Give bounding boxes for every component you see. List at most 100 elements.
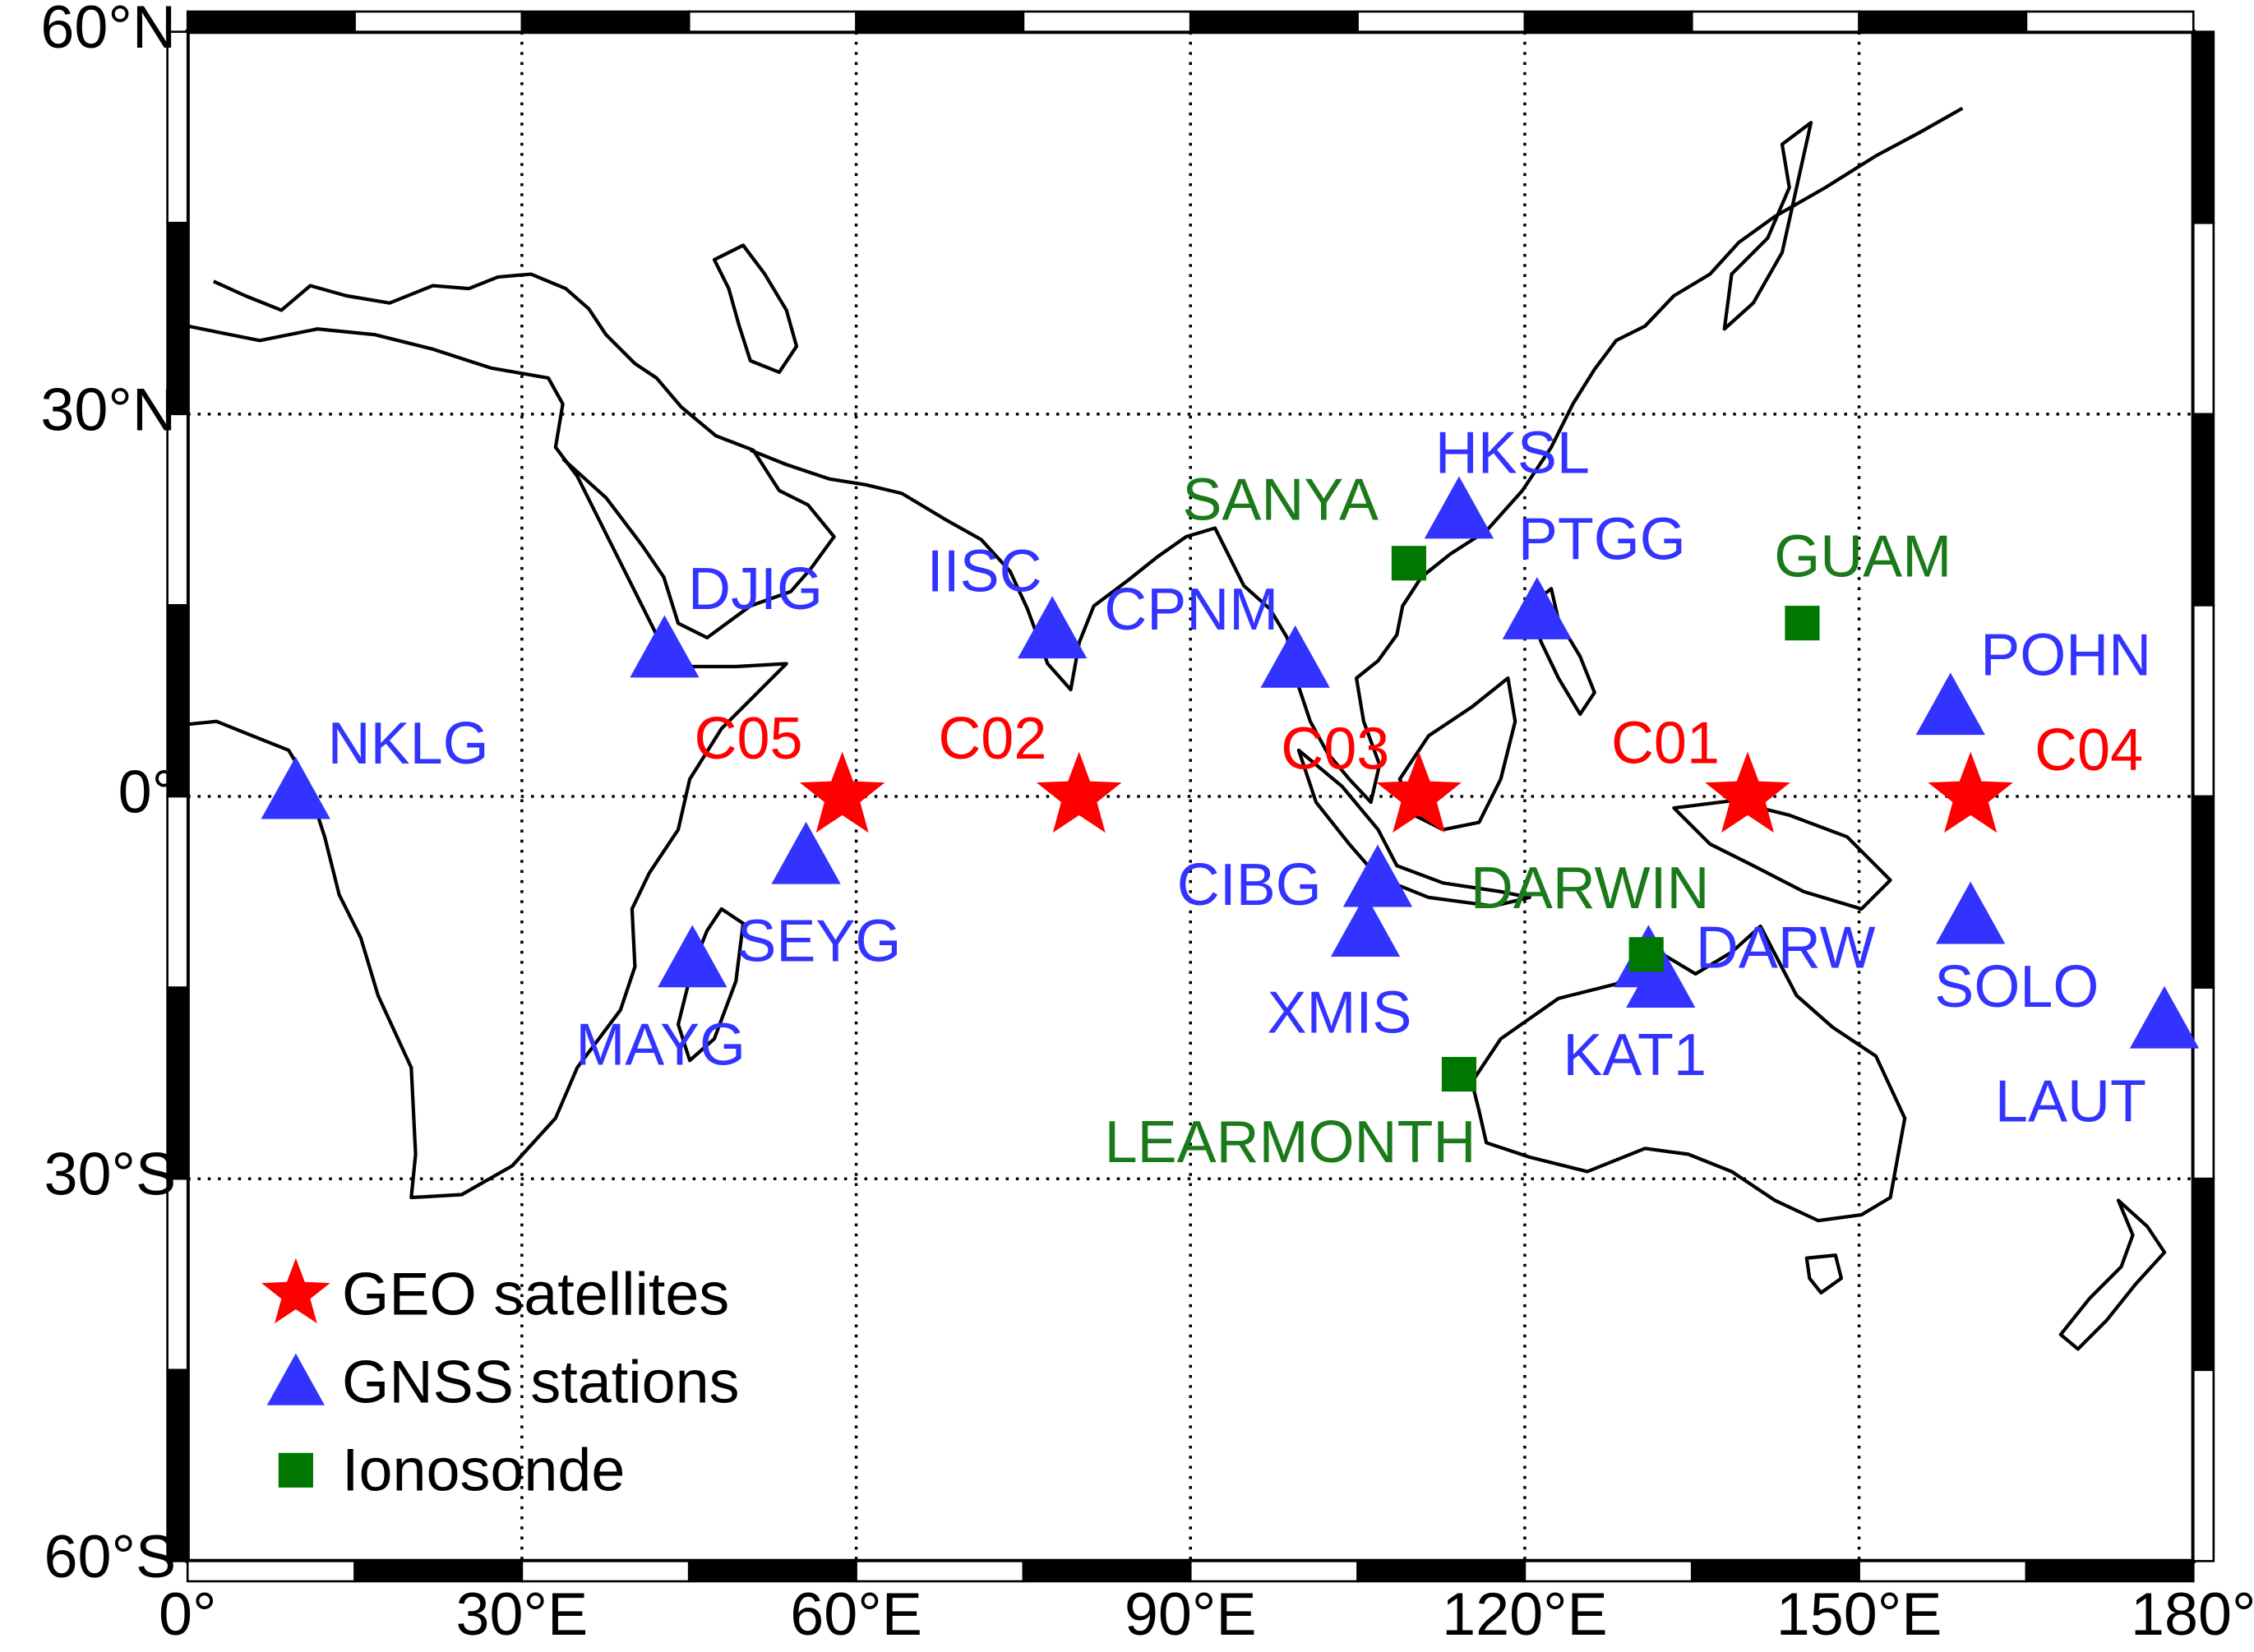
y-tick-label: 30°N (40, 375, 176, 443)
station-label: C04 (2035, 718, 2143, 783)
frame-bar (687, 1560, 857, 1583)
station-label: IISC (927, 539, 1042, 605)
frame-bar (1189, 1560, 1359, 1583)
coastline-philippines (1527, 587, 1596, 717)
frame-bar (1189, 10, 1359, 33)
frame-bar (166, 986, 189, 1180)
tick-labels: 0° 30°E 60°E 90°E 120°E 150°E 180° 60°S 30°S 0° 30… (40, 0, 2254, 1648)
square-marker (1441, 1056, 1477, 1092)
triangle-marker (1260, 625, 1330, 688)
frame-bar (166, 30, 189, 224)
star-marker (1705, 751, 1790, 833)
station-label: C05 (694, 706, 802, 772)
triangle-marker (658, 925, 727, 988)
triangle-marker (261, 756, 330, 819)
frame-bar (2192, 986, 2215, 1180)
triangle-marker (1915, 672, 1985, 736)
frame-bar (1356, 1560, 1527, 1583)
frame-bar (1858, 10, 2028, 33)
frame-bar (855, 10, 1025, 33)
frame-bar (186, 10, 356, 33)
markers: C05 C02 C03 C01 C04 NKLG DJIG IISC CPNM HKSL PTGG P… (261, 421, 2200, 1175)
frame-bar (1022, 10, 1192, 33)
coastline-madagascar (676, 907, 746, 1063)
triangle-marker (1936, 881, 2006, 944)
frame-bar (855, 1560, 1025, 1583)
coastline-arabia (212, 272, 836, 640)
coastline-caspian (712, 243, 799, 375)
station-label: PTGG (1518, 507, 1686, 573)
frame-bar (1690, 10, 1860, 33)
frame-bar (687, 10, 857, 33)
triangle-marker (1342, 844, 1413, 907)
frame-bar (1523, 10, 1693, 33)
station-label: MAYG (575, 1012, 746, 1077)
x-tick-label: 120°E (1442, 1580, 1608, 1648)
station-label: LAUT (1995, 1069, 2146, 1135)
station-label: SEYG (737, 909, 901, 975)
x-tick-label: 0° (159, 1580, 216, 1648)
frame-bar (2025, 1560, 2195, 1583)
station-label: SOLO (1934, 954, 2099, 1020)
triangle-marker (1424, 476, 1494, 539)
frame-bar (2192, 604, 2215, 798)
legend-marker (261, 1257, 330, 1324)
frame-bar (186, 1560, 356, 1583)
star-marker (1376, 751, 1462, 833)
star-marker (1036, 751, 1122, 833)
frame-bar (166, 1177, 189, 1372)
triangle-marker (1330, 894, 1401, 957)
station-label: HKSL (1435, 421, 1590, 487)
frame-bar (2192, 795, 2215, 989)
triangle-marker (1018, 596, 1088, 659)
frame-bar (166, 1368, 189, 1562)
station-label: C01 (1611, 710, 1720, 776)
square-marker (1628, 937, 1664, 972)
station-label: CPNM (1104, 577, 1278, 643)
triangle-marker (630, 615, 700, 678)
legend: GEO satellites GNSS stations Ionosonde (261, 1257, 740, 1504)
station-label: DJIG (688, 556, 823, 622)
coastline-tasmania (1804, 1253, 1844, 1294)
triangle-marker (771, 821, 841, 884)
triangle-marker (1502, 577, 1572, 639)
x-tick-label: 60°E (790, 1580, 922, 1648)
x-tick-label: 180° (2131, 1580, 2254, 1648)
frame (166, 10, 2215, 1583)
y-tick-label: 60°S (44, 1522, 177, 1590)
station-label: C03 (1281, 716, 1389, 782)
frame-bar (1022, 1560, 1192, 1583)
coastline-persia-india (750, 106, 1964, 805)
station-label: C02 (938, 706, 1046, 772)
frame-bar (353, 10, 524, 33)
legend-marker (278, 1452, 313, 1488)
frame-bar (2192, 413, 2215, 607)
legend-label: Ionosonde (342, 1436, 625, 1504)
y-tick-label: 0° (118, 757, 176, 825)
station-label: DARW (1696, 916, 1876, 981)
frame-bar (2192, 30, 2215, 224)
coastline-sumatra-java (1296, 748, 1531, 908)
coastline-borneo (1397, 676, 1517, 832)
station-label: SANYA (1182, 467, 1379, 533)
x-tick-label: 90°E (1125, 1580, 1257, 1648)
legend-label: GNSS stations (342, 1347, 739, 1415)
station-label: DARWIN (1471, 856, 1710, 921)
frame-bar (1356, 10, 1527, 33)
frame-bar (1690, 1560, 1860, 1583)
frame-bar (2192, 1177, 2215, 1372)
frame-bar (353, 1560, 524, 1583)
triangle-marker (2129, 985, 2200, 1049)
coastline-africa (187, 324, 788, 1200)
x-tick-label: 150°E (1776, 1580, 1942, 1648)
x-tick-label: 30°E (456, 1580, 589, 1648)
y-tick-label: 60°N (40, 0, 176, 61)
legend-marker (266, 1353, 325, 1405)
legend-label: GEO satellites (342, 1259, 729, 1327)
station-label: XMIS (1267, 980, 1411, 1045)
frame-bar (1858, 1560, 2028, 1583)
station-label: GUAM (1774, 524, 1951, 590)
frame-bar (2025, 10, 2195, 33)
